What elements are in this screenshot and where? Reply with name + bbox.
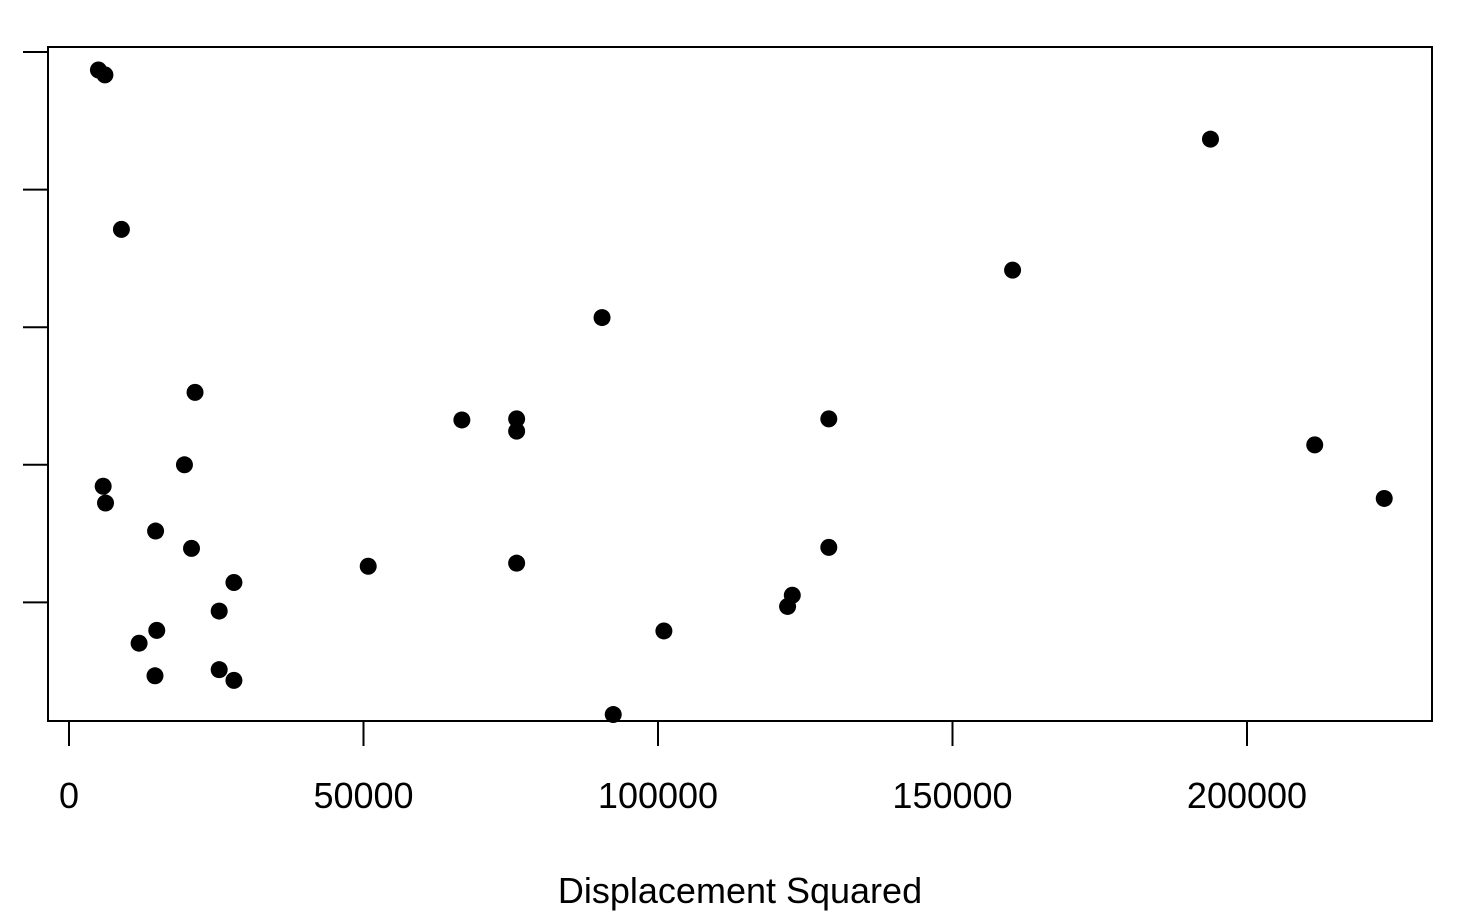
data-point bbox=[593, 309, 611, 327]
data-point bbox=[146, 667, 164, 685]
data-point bbox=[148, 621, 166, 639]
data-point bbox=[225, 671, 243, 689]
data-point bbox=[508, 422, 526, 440]
data-point bbox=[210, 661, 228, 679]
x-tick-label: 50000 bbox=[313, 775, 413, 816]
data-point bbox=[1004, 261, 1022, 279]
data-point bbox=[655, 622, 673, 640]
data-point bbox=[94, 477, 112, 495]
data-point bbox=[175, 456, 193, 474]
data-point bbox=[820, 410, 838, 428]
data-point bbox=[183, 539, 201, 557]
data-point bbox=[604, 706, 622, 724]
data-points bbox=[89, 61, 1393, 724]
data-point bbox=[508, 554, 526, 572]
x-tick-label: 150000 bbox=[892, 775, 1012, 816]
data-point bbox=[820, 538, 838, 556]
data-point bbox=[359, 557, 377, 575]
data-point bbox=[186, 383, 204, 401]
data-point bbox=[1306, 436, 1324, 454]
y-axis bbox=[23, 51, 49, 604]
data-point bbox=[453, 411, 471, 429]
data-point bbox=[210, 602, 228, 620]
y-axis-ticks bbox=[23, 51, 48, 604]
data-point bbox=[783, 586, 801, 604]
x-tick-label: 200000 bbox=[1187, 775, 1307, 816]
data-point bbox=[112, 220, 130, 238]
x-axis-tick-labels: 0 50000 100000 150000 200000 bbox=[59, 775, 1307, 816]
x-axis-ticks bbox=[68, 721, 1248, 746]
x-axis: 0 50000 100000 150000 200000 bbox=[59, 720, 1307, 816]
x-tick-label: 100000 bbox=[598, 775, 718, 816]
x-tick-label: 0 bbox=[59, 775, 79, 816]
x-axis-title: Displacement Squared bbox=[558, 870, 922, 911]
data-point bbox=[1375, 489, 1393, 507]
data-point bbox=[130, 634, 148, 652]
data-point bbox=[147, 522, 165, 540]
data-point bbox=[225, 574, 243, 592]
data-point bbox=[96, 66, 114, 84]
data-point bbox=[1201, 130, 1219, 148]
plot-frame bbox=[47, 46, 1433, 722]
data-point bbox=[508, 410, 526, 428]
data-point bbox=[97, 494, 115, 512]
